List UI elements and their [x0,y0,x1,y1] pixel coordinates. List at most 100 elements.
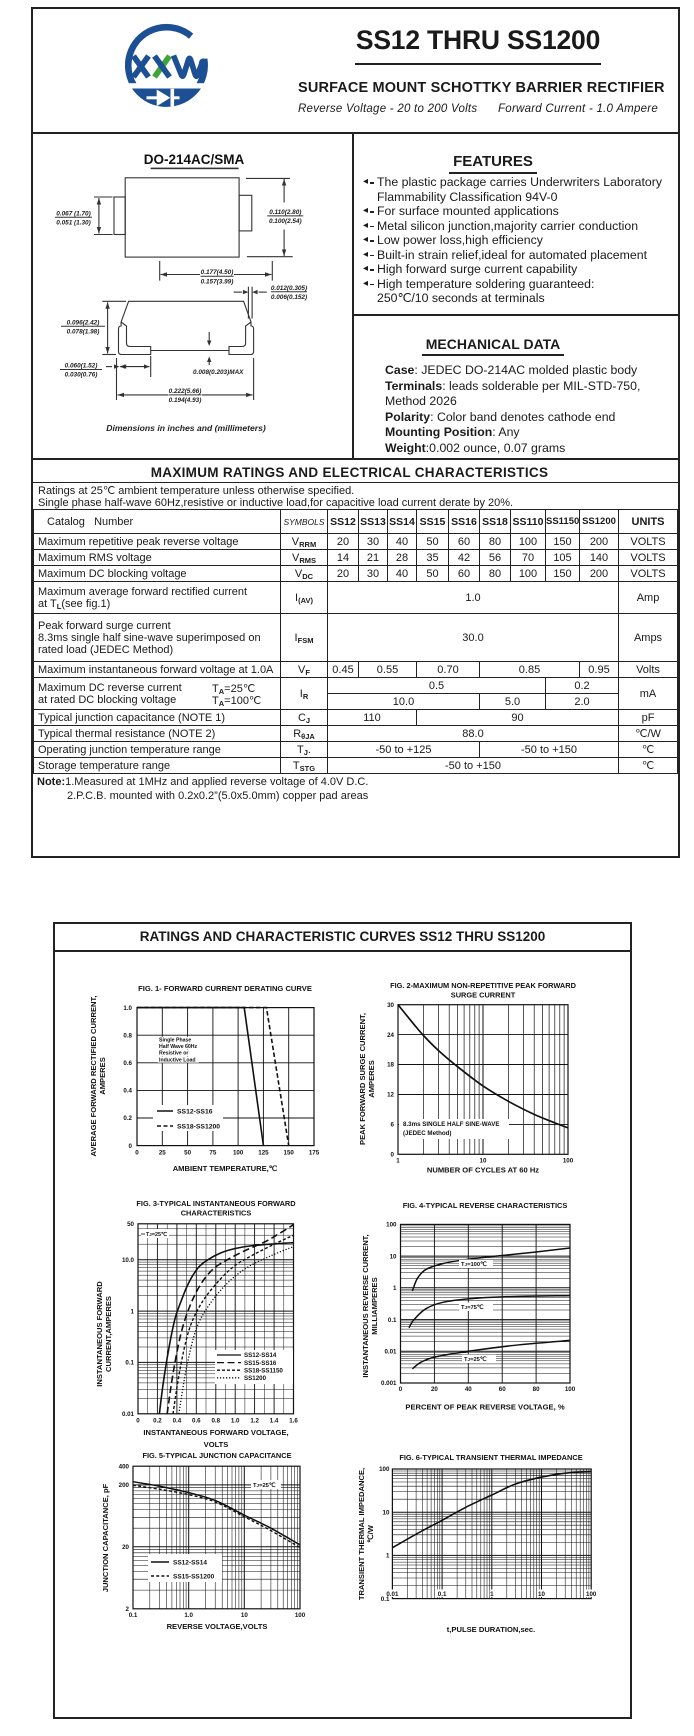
svg-text:0.01: 0.01 [384,1348,397,1355]
svg-text:0.100(2.54): 0.100(2.54) [269,218,302,225]
svg-text:CHARACTERISTICS: CHARACTERISTICS [181,1209,252,1218]
svg-text:TJ=25℃: TJ=25℃ [146,1231,167,1238]
svg-text:0.157(3.99): 0.157(3.99) [201,278,234,285]
svg-text:0.051 (1.30): 0.051 (1.30) [56,220,90,227]
svg-text:0.1: 0.1 [125,1360,134,1367]
svg-text:0.1: 0.1 [129,1612,138,1619]
svg-text:0: 0 [391,1152,395,1159]
svg-text:SS15-SS16: SS15-SS16 [244,1360,277,1367]
svg-text:0.096(2.42): 0.096(2.42) [67,319,100,326]
svg-text:0.8: 0.8 [123,1032,132,1039]
svg-text:AMPERES: AMPERES [98,1057,107,1095]
svg-text:AMBIENT TEMPERATURE,℃: AMBIENT TEMPERATURE,℃ [173,1164,278,1173]
svg-text:MILLIAMPERES: MILLIAMPERES [370,1277,379,1334]
svg-text:50: 50 [127,1221,134,1228]
svg-text:100: 100 [586,1591,597,1598]
svg-text:100: 100 [563,1157,574,1164]
svg-text:1.0: 1.0 [184,1612,193,1619]
svg-text:0.078(1.98): 0.078(1.98) [67,329,100,336]
svg-text:0.01: 0.01 [386,1591,399,1598]
svg-text:50: 50 [184,1150,191,1157]
svg-text:0: 0 [135,1150,139,1157]
svg-text:INSTANTANEOUS REVERSE CURRENT,: INSTANTANEOUS REVERSE CURRENT, [361,1234,370,1377]
svg-text:JUNCTION CAPACITANCE, pF: JUNCTION CAPACITANCE, pF [101,1483,110,1592]
svg-text:0.8: 0.8 [211,1418,220,1425]
svg-text:Resistive or: Resistive or [159,1051,188,1057]
svg-text:0.4: 0.4 [173,1418,182,1425]
svg-text:SS12-SS14: SS12-SS14 [244,1352,277,1359]
svg-text:1: 1 [396,1157,400,1164]
svg-text:400: 400 [119,1463,130,1470]
svg-text:100: 100 [295,1612,306,1619]
svg-text:Single Phase: Single Phase [159,1038,191,1044]
svg-text:FIG. 4-TYPICAL REVERSE CHARACT: FIG. 4-TYPICAL REVERSE CHARACTERISTICS [403,1201,568,1210]
svg-text:0.060(1.52): 0.060(1.52) [65,363,98,370]
svg-text:1: 1 [131,1308,135,1315]
svg-text:0.030(0.76): 0.030(0.76) [65,372,98,379]
svg-text:PEAK FORWARD SURGE CURRENT,: PEAK FORWARD SURGE CURRENT, [358,1013,367,1145]
svg-text:0.2: 0.2 [153,1418,162,1425]
svg-text:12: 12 [387,1092,394,1099]
svg-text:20: 20 [122,1544,129,1551]
svg-text:10: 10 [480,1157,487,1164]
svg-text:SS18-SS1150: SS18-SS1150 [244,1367,283,1374]
svg-text:0: 0 [129,1143,133,1150]
svg-text:0.1: 0.1 [438,1591,447,1598]
svg-text:FIG. 2-MAXIMUM NON-REPETITIVE: FIG. 2-MAXIMUM NON-REPETITIVE PEAK FORWA… [390,981,577,990]
svg-text:INSTANTANEOUS FORWARD VOLTAGE,: INSTANTANEOUS FORWARD VOLTAGE, [143,1428,288,1437]
svg-text:10: 10 [241,1612,248,1619]
svg-text:0.001: 0.001 [381,1380,397,1387]
svg-text:20: 20 [431,1386,438,1393]
svg-text:VOLTS: VOLTS [204,1440,229,1449]
svg-text:Dimensions in inches and (mill: Dimensions in inches and (millimeters) [106,423,266,433]
svg-text:t,PULSE DURATION,sec.: t,PULSE DURATION,sec. [447,1625,535,1634]
svg-text:1: 1 [393,1285,397,1292]
svg-text:10: 10 [383,1509,390,1516]
svg-text:0.006(0.152): 0.006(0.152) [271,294,307,301]
svg-text:100: 100 [233,1150,244,1157]
svg-text:SS12-SS16: SS12-SS16 [177,1109,213,1116]
svg-text:100: 100 [565,1386,576,1393]
svg-text:REVERSE VOLTAGE,VOLTS: REVERSE VOLTAGE,VOLTS [167,1622,268,1631]
svg-text:10.0: 10.0 [122,1257,135,1264]
svg-text:0: 0 [136,1418,140,1425]
svg-text:30: 30 [387,1002,394,1009]
svg-text:℃/W: ℃/W [366,1524,375,1543]
svg-text:1.2: 1.2 [250,1418,259,1425]
svg-text:0.1: 0.1 [381,1596,390,1603]
svg-text:60: 60 [499,1386,506,1393]
svg-text:AVERAGE FORWARD RECTIFIED CURR: AVERAGE FORWARD RECTIFIED CURRENT, [89,996,98,1157]
svg-text:INSTANTANEOUS FORWARD: INSTANTANEOUS FORWARD [95,1281,104,1387]
svg-text:0: 0 [399,1386,403,1393]
svg-text:1.6: 1.6 [289,1418,298,1425]
svg-text:0.194(4.93): 0.194(4.93) [169,397,202,404]
svg-text:Half Wave 60Hz: Half Wave 60Hz [159,1044,198,1050]
svg-text:0.6: 0.6 [123,1060,132,1067]
svg-text:1.4: 1.4 [270,1418,279,1425]
svg-text:(JEDEC Method): (JEDEC Method) [403,1130,451,1137]
svg-text:125: 125 [258,1150,269,1157]
svg-text:8.3ms SINGLE HALF SINE-WAVE: 8.3ms SINGLE HALF SINE-WAVE [403,1121,500,1128]
svg-text:1: 1 [386,1553,390,1560]
svg-text:1: 1 [490,1591,494,1598]
svg-text:CURRENT,AMPERES: CURRENT,AMPERES [104,1296,113,1372]
svg-text:0.1: 0.1 [388,1317,397,1324]
svg-text:0.067 (1.70): 0.067 (1.70) [56,210,90,217]
svg-text:0.110(2.80): 0.110(2.80) [269,209,301,216]
svg-text:175: 175 [309,1150,320,1157]
svg-text:SS12-SS14: SS12-SS14 [173,1560,207,1567]
svg-text:0.177(4.50): 0.177(4.50) [201,269,234,276]
svg-text:FIG. 5-TYPICAL JUNCTION CAPACI: FIG. 5-TYPICAL JUNCTION CAPACITANCE [142,1451,291,1460]
svg-text:2: 2 [126,1606,130,1613]
svg-text:100: 100 [379,1466,390,1473]
svg-text:10: 10 [390,1253,397,1260]
svg-text:24: 24 [387,1032,394,1039]
svg-text:0.008(0.203)MAX: 0.008(0.203)MAX [193,369,244,376]
svg-text:10: 10 [538,1591,545,1598]
svg-text:SURGE CURRENT: SURGE CURRENT [451,991,516,1000]
svg-text:1.0: 1.0 [123,1005,132,1012]
svg-text:150: 150 [284,1150,295,1157]
svg-text:0.222(5.66): 0.222(5.66) [169,388,202,395]
svg-text:PERCENT OF PEAK REVERSE VOLTAG: PERCENT OF PEAK REVERSE VOLTAGE, % [405,1403,564,1412]
svg-text:TJ=75℃: TJ=75℃ [461,1304,484,1311]
